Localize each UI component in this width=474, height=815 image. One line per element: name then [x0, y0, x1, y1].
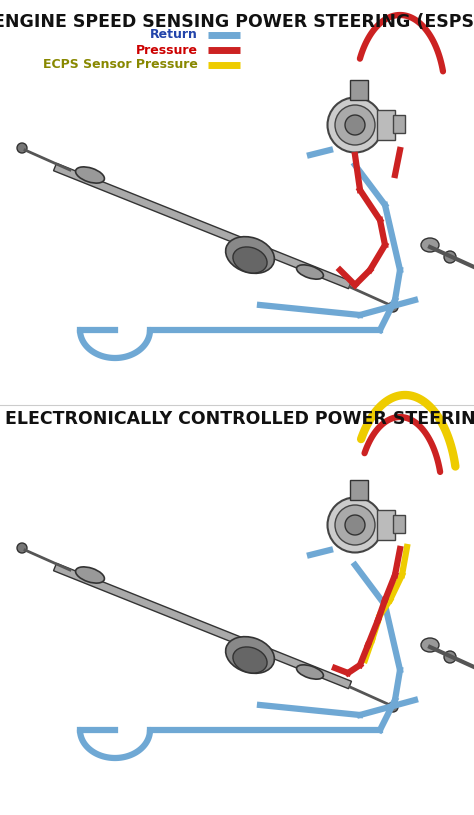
Circle shape	[17, 143, 27, 153]
Bar	[377, 510, 395, 540]
Circle shape	[444, 651, 456, 663]
Ellipse shape	[421, 638, 439, 652]
Circle shape	[17, 543, 27, 553]
Ellipse shape	[335, 505, 375, 545]
Circle shape	[444, 251, 456, 263]
Text: Return: Return	[150, 29, 198, 42]
Ellipse shape	[345, 115, 365, 135]
Ellipse shape	[345, 515, 365, 535]
Ellipse shape	[226, 637, 274, 673]
Ellipse shape	[328, 497, 383, 553]
Text: ENGINE SPEED SENSING POWER STEERING (ESPS): ENGINE SPEED SENSING POWER STEERING (ESP…	[0, 13, 474, 31]
Text: Pressure: Pressure	[136, 43, 198, 56]
Circle shape	[388, 302, 398, 312]
Text: ECPS Sensor Pressure: ECPS Sensor Pressure	[43, 59, 198, 72]
Circle shape	[388, 702, 398, 712]
Ellipse shape	[297, 265, 323, 280]
Bar	[350, 480, 368, 500]
Ellipse shape	[335, 105, 375, 145]
Ellipse shape	[226, 236, 274, 273]
Bar	[393, 115, 405, 133]
Polygon shape	[54, 563, 352, 689]
Ellipse shape	[233, 647, 267, 673]
Ellipse shape	[297, 665, 323, 679]
Text: ELECTRONICALLY CONTROLLED POWER STEERING (ECPS): ELECTRONICALLY CONTROLLED POWER STEERING…	[5, 410, 474, 428]
Ellipse shape	[233, 247, 267, 273]
Bar	[0, 407, 474, 815]
Ellipse shape	[421, 238, 439, 252]
Bar	[350, 80, 368, 100]
Bar	[393, 515, 405, 533]
Ellipse shape	[75, 567, 104, 583]
Ellipse shape	[75, 167, 104, 183]
Ellipse shape	[328, 98, 383, 152]
Bar	[377, 110, 395, 140]
Polygon shape	[54, 163, 352, 289]
Bar	[0, 0, 474, 407]
